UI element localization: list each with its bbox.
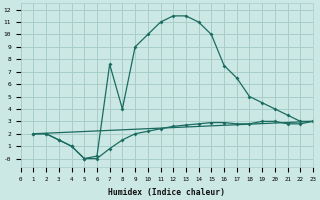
X-axis label: Humidex (Indice chaleur): Humidex (Indice chaleur) (108, 188, 225, 197)
